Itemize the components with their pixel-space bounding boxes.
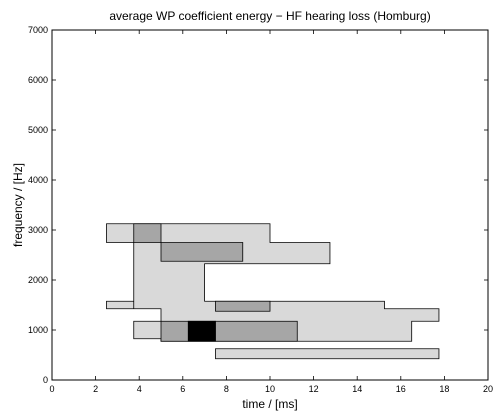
y-tick-label: 5000	[28, 125, 48, 135]
x-tick-label: 20	[483, 384, 493, 394]
x-tick-label: 0	[49, 384, 54, 394]
energy-region-medium-3	[160, 242, 244, 262]
x-tick-label: 14	[352, 384, 362, 394]
y-tick-label: 4000	[28, 175, 48, 185]
x-tick-label: 18	[439, 384, 449, 394]
y-axis-label: frequency / [Hz]	[11, 163, 25, 247]
y-tick-label: 6000	[28, 75, 48, 85]
x-tick-label: 4	[137, 384, 142, 394]
energy-region-medium-5	[160, 320, 298, 342]
x-tick-label: 12	[309, 384, 319, 394]
y-tick-label: 0	[43, 375, 48, 385]
x-tick-label: 10	[265, 384, 275, 394]
x-tick-label: 6	[180, 384, 185, 394]
plot-regions	[106, 223, 440, 360]
x-axis-label: time / [ms]	[242, 397, 297, 411]
chart-title: average WP coefficient energy − HF heari…	[109, 9, 430, 23]
y-tick-label: 2000	[28, 275, 48, 285]
y-tick-label: 7000	[28, 25, 48, 35]
y-tick-label: 3000	[28, 225, 48, 235]
x-tick-label: 8	[224, 384, 229, 394]
y-tick-label: 1000	[28, 325, 48, 335]
energy-region-low-1	[215, 348, 440, 360]
x-tick-label: 16	[396, 384, 406, 394]
energy-region-high-6	[187, 320, 216, 342]
x-tick-label: 2	[93, 384, 98, 394]
axis-ticks: 0 2 4 6 8 10 12 14 16 18 20 0 1000 2000 3000 4000 5000 60…	[28, 25, 493, 394]
energy-region-medium-4	[215, 300, 271, 312]
energy-region-medium-2	[133, 223, 162, 243]
